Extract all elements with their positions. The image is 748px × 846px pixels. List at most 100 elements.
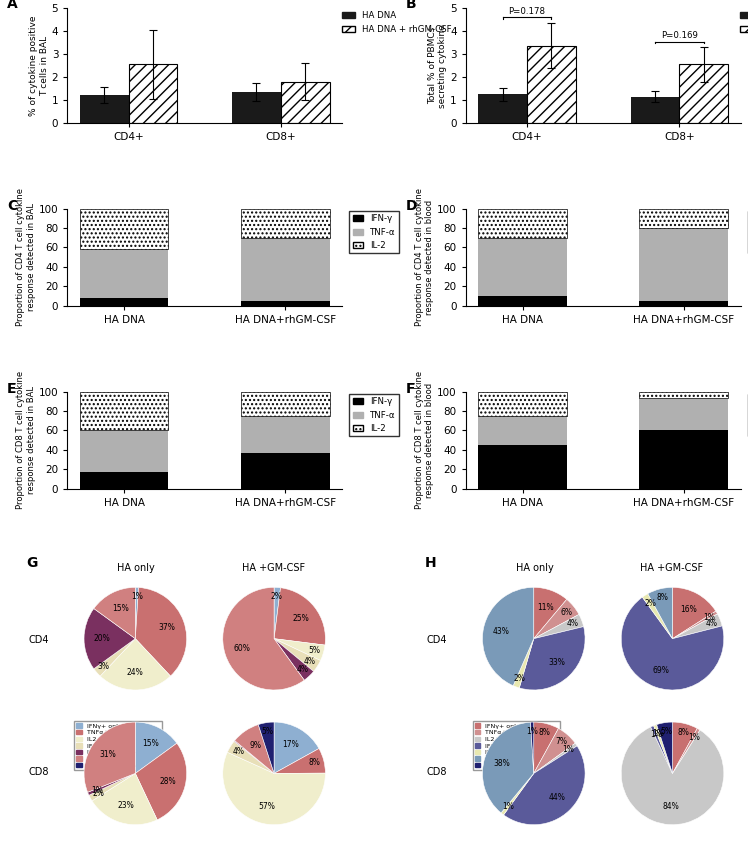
Wedge shape (84, 608, 135, 669)
Text: F: F (405, 382, 415, 396)
Text: 4%: 4% (297, 665, 309, 674)
Wedge shape (621, 727, 724, 825)
Legend: IFN-γ, TNF-α, IL-2: IFN-γ, TNF-α, IL-2 (349, 211, 399, 254)
Bar (527, 46, 576, 123)
Text: 20%: 20% (94, 634, 111, 643)
Text: D: D (405, 199, 417, 213)
Bar (232, 92, 280, 123)
Text: 5%: 5% (308, 645, 320, 655)
Bar (80, 250, 168, 298)
Text: 84%: 84% (662, 802, 678, 811)
Text: 1%: 1% (527, 727, 539, 736)
Text: P=0.178: P=0.178 (509, 7, 545, 16)
Wedge shape (672, 728, 700, 773)
Wedge shape (513, 639, 534, 688)
Wedge shape (89, 773, 135, 801)
Wedge shape (621, 597, 724, 690)
Wedge shape (482, 587, 534, 686)
Text: 8%: 8% (309, 758, 321, 767)
Bar (478, 209, 567, 238)
Text: 33%: 33% (548, 658, 565, 667)
Bar (241, 392, 330, 416)
Wedge shape (534, 599, 579, 639)
Text: HA +GM-CSF: HA +GM-CSF (242, 563, 305, 573)
Text: 1%: 1% (502, 802, 514, 811)
Wedge shape (657, 724, 672, 773)
Text: CD4: CD4 (426, 635, 447, 645)
Y-axis label: Proportion of CD4 T cell cytokine
response detected in BAL: Proportion of CD4 T cell cytokine respon… (16, 188, 36, 327)
Text: 1%: 1% (562, 745, 574, 755)
Wedge shape (672, 722, 697, 773)
Bar (80, 96, 129, 123)
Text: 1%: 1% (131, 592, 143, 602)
Bar (640, 228, 728, 301)
Bar (80, 392, 168, 431)
Bar (241, 209, 330, 238)
Text: 4%: 4% (567, 619, 579, 628)
Text: 37%: 37% (159, 623, 175, 632)
Text: 2%: 2% (271, 592, 283, 602)
Text: 23%: 23% (117, 801, 135, 810)
Wedge shape (643, 594, 672, 639)
Y-axis label: Proportion of CD8 T cell cytokine
response detected in BAL: Proportion of CD8 T cell cytokine respon… (16, 371, 36, 509)
Bar (640, 209, 728, 228)
Text: P=0.169: P=0.169 (660, 31, 698, 41)
Text: CD4: CD4 (28, 635, 49, 645)
Text: 2%: 2% (93, 789, 105, 798)
Text: 9%: 9% (249, 741, 261, 750)
Y-axis label: Total % of PBMCs
secreting cytokine: Total % of PBMCs secreting cytokine (428, 24, 447, 107)
Text: 24%: 24% (127, 667, 144, 677)
Bar (80, 209, 168, 250)
Text: E: E (7, 382, 16, 396)
Wedge shape (654, 724, 672, 773)
Text: 5%: 5% (262, 728, 274, 736)
Wedge shape (534, 587, 567, 639)
Text: G: G (26, 557, 37, 570)
Text: H: H (425, 557, 436, 570)
Bar (241, 238, 330, 301)
Y-axis label: % of cytokine positive
T cells in BAL: % of cytokine positive T cells in BAL (29, 15, 49, 116)
Bar (631, 96, 679, 123)
Wedge shape (501, 773, 534, 815)
Wedge shape (274, 587, 280, 639)
Bar (679, 64, 728, 123)
Y-axis label: Proportion of CD8 T cell cytokine
response detected in blood: Proportion of CD8 T cell cytokine respon… (415, 371, 435, 509)
Text: 17%: 17% (283, 740, 299, 750)
Text: 4%: 4% (705, 618, 717, 628)
Bar (478, 238, 567, 296)
Wedge shape (534, 728, 575, 773)
Text: 1%: 1% (650, 730, 662, 739)
Text: 2%: 2% (644, 599, 656, 607)
Text: 1%: 1% (652, 729, 664, 739)
Wedge shape (94, 587, 135, 639)
Wedge shape (135, 744, 187, 820)
Bar (241, 301, 330, 305)
Text: 25%: 25% (292, 613, 309, 623)
Text: HA only: HA only (117, 563, 155, 573)
Wedge shape (227, 741, 274, 773)
Text: CD8: CD8 (28, 766, 49, 777)
Wedge shape (274, 749, 325, 773)
Bar (80, 298, 168, 305)
Legend: IFNγ+ only, TNFα+ only, IL2+ only, IFNγ+ & IL2+, IFNγ+ & TNFα+, IL2+ & TNFα+, IF: IFNγ+ only, TNFα+ only, IL2+ only, IFNγ+… (74, 722, 162, 770)
Wedge shape (519, 627, 585, 690)
Text: 8%: 8% (656, 593, 668, 602)
Text: A: A (7, 0, 18, 11)
Text: 7%: 7% (556, 738, 568, 746)
Wedge shape (482, 722, 534, 813)
Wedge shape (258, 722, 274, 773)
Legend: IFN-γ, TNF-α, IL-2: IFN-γ, TNF-α, IL-2 (349, 394, 399, 437)
Wedge shape (274, 722, 319, 773)
Wedge shape (92, 773, 157, 825)
Text: 44%: 44% (548, 794, 565, 802)
Text: 8%: 8% (539, 728, 551, 737)
Bar (478, 445, 567, 489)
Bar (478, 94, 527, 123)
Text: 2%: 2% (513, 673, 525, 683)
Wedge shape (534, 744, 577, 773)
Bar (640, 431, 728, 489)
Y-axis label: Proportion of CD4 T cell cytokine
response detected in blood: Proportion of CD4 T cell cytokine respon… (415, 188, 435, 327)
Text: 4%: 4% (304, 656, 316, 666)
Wedge shape (135, 587, 187, 676)
Wedge shape (534, 614, 583, 639)
